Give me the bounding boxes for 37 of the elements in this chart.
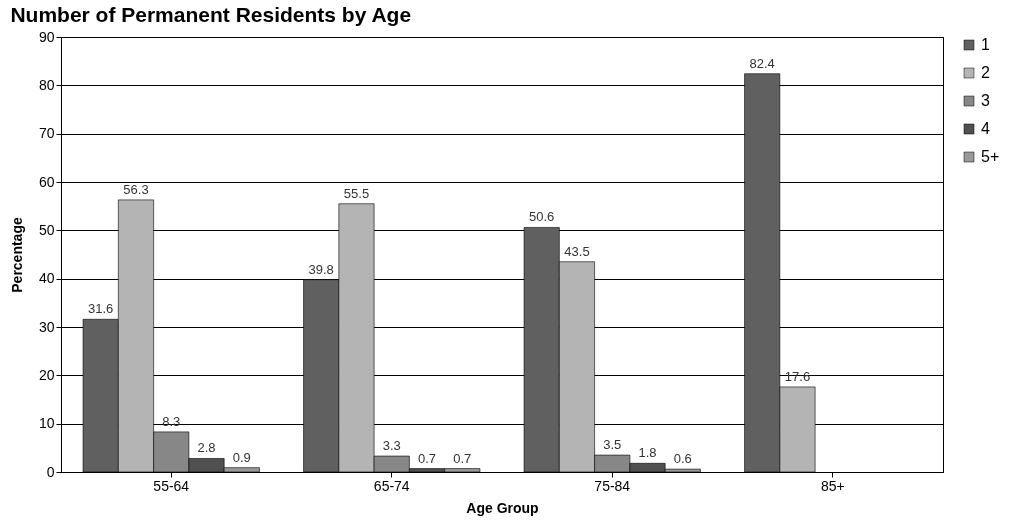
x-tick-label: 75-84	[594, 477, 631, 494]
legend-label: 2	[981, 64, 990, 81]
y-tick-label: 90	[38, 28, 55, 45]
data-label: 50.6	[529, 209, 555, 225]
data-label: 3.3	[382, 438, 401, 454]
y-tick-label: 0	[46, 463, 55, 480]
y-tick-label: 40	[38, 270, 55, 287]
x-tick-label: 85+	[820, 477, 845, 494]
y-tick-label: 70	[38, 125, 55, 142]
y-tick-label: 20	[38, 366, 55, 383]
y-tick-label: 80	[38, 76, 55, 93]
y-tick-label: 10	[38, 415, 55, 432]
data-label: 55.5	[343, 185, 370, 201]
legend-label: 4	[981, 120, 990, 137]
data-label: 1.8	[638, 445, 657, 461]
y-tick-label: 30	[38, 318, 55, 335]
data-label: 0.7	[453, 450, 472, 466]
data-label: 0.6	[673, 451, 692, 467]
y-tick-label: 50	[38, 221, 55, 238]
y-axis-title: Percentage	[8, 217, 25, 293]
data-label: 56.3	[123, 181, 149, 197]
y-tick-label: 60	[38, 173, 55, 190]
data-label: 0.7	[417, 450, 437, 466]
legend-label: 5+	[981, 148, 1000, 165]
x-tick-label: 55-64	[153, 477, 190, 494]
data-label: 0.9	[232, 449, 251, 465]
chart-title: Number of Permanent Residents by Age	[10, 3, 412, 26]
legend-label: 3	[981, 92, 990, 109]
data-label: 39.8	[308, 261, 334, 277]
x-axis-title: Age Group	[466, 499, 539, 516]
data-label: 82.4	[749, 55, 775, 71]
x-tick-label: 65-74	[373, 477, 410, 494]
data-label: 43.5	[564, 243, 590, 259]
data-label: 31.6	[88, 301, 114, 317]
data-label: 3.5	[603, 437, 622, 453]
data-label: 2.8	[197, 440, 216, 456]
legend-label: 1	[981, 36, 990, 53]
